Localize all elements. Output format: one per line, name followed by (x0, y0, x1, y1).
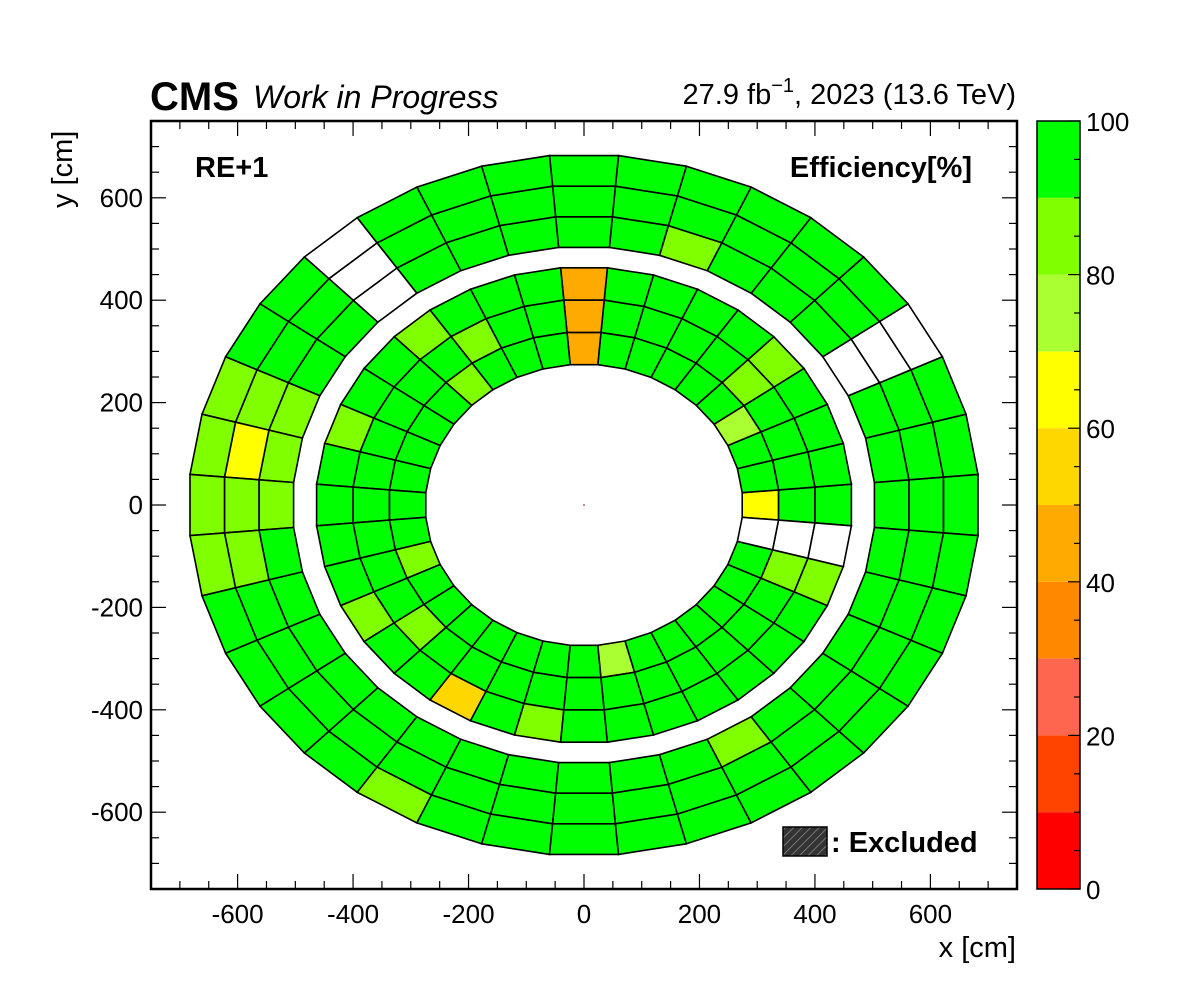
segment-inner-s0-l1 (777, 486, 816, 524)
color-scale-band (1037, 428, 1080, 505)
x-tick-label: 400 (793, 899, 836, 929)
x-axis-title: x [cm] (939, 932, 1016, 964)
z-tick-label: 80 (1086, 261, 1115, 291)
x-axis-ticks: -600 -400 -200 0 200 400 600 (150, 121, 1018, 929)
color-scale-band (1037, 121, 1080, 198)
color-scale-band (1037, 812, 1080, 889)
color-scale-band (1037, 581, 1080, 659)
segment-inner-s27-l1 (562, 676, 606, 711)
chamber-segments (189, 154, 979, 856)
x-tick-label: 200 (678, 899, 721, 929)
segment-outer-s35-l2 (931, 532, 979, 597)
segment-inner-s18-l2 (315, 483, 354, 527)
segment-outer-s27-l1 (551, 792, 617, 825)
y-tick-label: -600 (91, 797, 143, 827)
segment-outer-s27-l2 (548, 822, 620, 856)
color-scale-band (1037, 351, 1080, 429)
y-tick-label: -200 (91, 592, 143, 622)
station-label: RE+1 (195, 152, 268, 184)
color-scale (1037, 121, 1080, 889)
segment-outer-s27-l0 (554, 761, 614, 795)
segment-inner-s0-l2 (814, 483, 853, 527)
y-axis-ticks: -600 -400 -200 0 200 400 600 (91, 120, 1017, 890)
color-scale-band (1037, 658, 1080, 736)
segment-inner-s9-l0 (566, 331, 602, 366)
z-tick-label: 60 (1086, 414, 1115, 444)
segment-outer-s0-l2 (942, 473, 979, 537)
segment-outer-s18-l2 (189, 473, 226, 537)
color-scale-ticks: 0 20 40 60 80 100 (1068, 107, 1129, 905)
y-tick-label: 600 (100, 183, 143, 213)
excluded-legend-label: : Excluded (831, 827, 978, 859)
x-tick-label: -600 (212, 899, 264, 929)
segment-inner-s9-l2 (559, 266, 609, 301)
z-tick-label: 0 (1086, 875, 1100, 905)
x-tick-label: 0 (577, 899, 591, 929)
cms-label: CMS (150, 75, 239, 119)
y-tick-label: 200 (100, 388, 143, 418)
x-tick-label: -400 (327, 899, 379, 929)
segment-outer-s0-l0 (873, 478, 910, 532)
y-axis-title: y [cm] (47, 131, 79, 208)
color-scale-band (1037, 735, 1080, 813)
plot-area: -600 -400 -200 0 200 400 600 -600 -400 -200 0 200 4… (91, 119, 1019, 929)
y-tick-label: 400 (100, 285, 143, 315)
segment-inner-s35-l2 (807, 522, 853, 568)
segment-outer-s18-l1 (223, 476, 260, 534)
lumi-suffix: , 2023 (13.6 TeV) (794, 79, 1016, 111)
segment-outer-s9-l2 (548, 154, 620, 187)
x-tick-label: 600 (909, 899, 952, 929)
segment-inner-s17-l2 (315, 442, 361, 488)
segment-inner-s8-l2 (603, 266, 655, 308)
segment-inner-s9-l1 (562, 299, 606, 334)
segment-outer-s18-l0 (258, 478, 295, 532)
y-tick-label: 0 (129, 490, 143, 520)
segment-outer-s9-l1 (551, 185, 617, 218)
lumi-exponent: −1 (771, 75, 794, 97)
color-scale-band (1037, 505, 1080, 582)
excluded-legend-swatch (782, 826, 828, 857)
extra-text: Work in Progress (253, 79, 498, 115)
z-tick-label: 100 (1086, 107, 1129, 137)
segment-outer-s9-l0 (554, 216, 614, 249)
z-tick-label: 20 (1086, 721, 1115, 751)
segment-inner-s26-l2 (513, 702, 565, 744)
segment-inner-s18-l0 (388, 489, 427, 521)
z-title: Efficiency[%] (790, 152, 972, 184)
lumi-value: 27.9 fb (683, 79, 772, 111)
color-scale-band (1037, 197, 1080, 275)
color-scale-band (1037, 274, 1080, 352)
lumi-text: 27.9 fb−1, 2023 (13.6 TeV) (683, 75, 1016, 111)
segment-inner-s27-l0 (566, 644, 602, 679)
origin-marker (583, 504, 585, 506)
segment-inner-s0-l0 (741, 489, 780, 521)
x-tick-label: -200 (443, 899, 495, 929)
segment-inner-s18-l1 (352, 486, 391, 524)
y-tick-label: -400 (91, 695, 143, 725)
plot-frame (149, 119, 1019, 891)
z-tick-label: 40 (1086, 568, 1115, 598)
segment-outer-s0-l1 (908, 476, 945, 534)
segment-inner-s27-l2 (559, 709, 609, 744)
